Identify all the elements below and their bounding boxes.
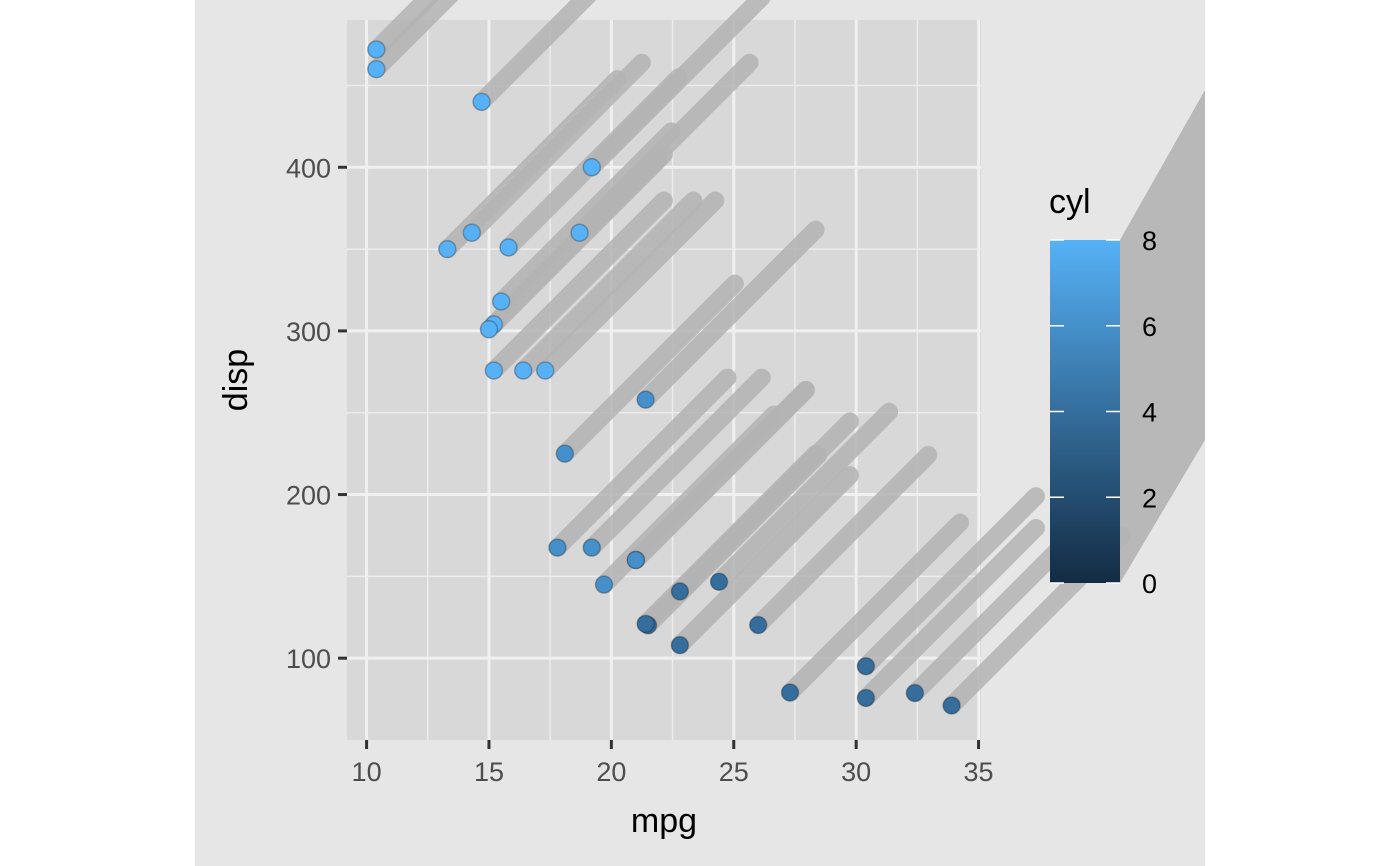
point-shadow xyxy=(582,368,771,557)
data-point xyxy=(479,320,499,339)
data-point xyxy=(594,575,614,594)
data-point xyxy=(582,158,602,177)
point-shadow xyxy=(749,445,938,634)
data-point xyxy=(626,550,646,570)
point-shadow xyxy=(438,70,627,259)
y-tick-label: 100 xyxy=(286,644,331,674)
data-point xyxy=(367,59,386,79)
x-axis: 10 15 20 25 30 35 xyxy=(352,740,994,787)
point-shadow xyxy=(492,122,681,311)
point-shadow xyxy=(856,518,1045,707)
data-point xyxy=(484,361,504,380)
colorbar-legend: cyl 0 2 4 6 8 xyxy=(1049,183,1157,599)
colorbar-tick-label: 6 xyxy=(1142,312,1157,342)
data-point xyxy=(748,615,768,635)
colorbar-tick-label: 0 xyxy=(1142,569,1157,599)
data-point xyxy=(709,572,729,592)
data-points xyxy=(367,40,961,715)
data-point xyxy=(491,292,511,311)
data-point xyxy=(513,361,533,380)
data-point xyxy=(438,239,457,259)
point-shadow xyxy=(479,150,668,339)
data-point xyxy=(499,238,518,257)
point-shadow xyxy=(472,0,597,111)
data-point xyxy=(636,614,655,634)
y-axis-title: disp xyxy=(217,349,255,411)
data-point xyxy=(905,683,925,703)
y-tick-label: 400 xyxy=(286,153,331,183)
point-shadow xyxy=(636,220,825,409)
point-shadow xyxy=(710,402,899,591)
colorbar-tick-label: 8 xyxy=(1142,226,1157,256)
point-shadow xyxy=(670,466,859,655)
data-point xyxy=(548,538,567,557)
y-tick-label: 300 xyxy=(286,317,331,347)
data-point xyxy=(582,538,602,557)
data-point xyxy=(636,390,655,409)
grid-major xyxy=(347,20,981,740)
data-point xyxy=(536,361,555,380)
point-shadow xyxy=(484,191,673,380)
point-shadow xyxy=(781,513,970,702)
x-tick-label: 25 xyxy=(719,757,749,787)
y-axis: 100 200 300 400 xyxy=(286,153,347,674)
point-shadow xyxy=(367,0,459,79)
x-tick-label: 30 xyxy=(841,757,871,787)
point-shadow xyxy=(514,191,703,380)
point-shadow xyxy=(536,191,725,380)
data-point xyxy=(942,696,961,715)
colorbar-tick-label: 2 xyxy=(1142,483,1157,513)
point-shadow xyxy=(856,487,1045,676)
data-point xyxy=(570,223,589,242)
data-point xyxy=(780,683,800,702)
data-point xyxy=(670,635,690,655)
data-point xyxy=(856,688,876,708)
data-point xyxy=(462,223,482,242)
y-tick-label: 200 xyxy=(286,481,331,511)
colorbar-tick-label: 4 xyxy=(1142,398,1157,428)
x-tick-label: 35 xyxy=(964,757,994,787)
point-shadow xyxy=(367,0,439,59)
data-point xyxy=(555,444,575,463)
point-shadow xyxy=(555,274,744,463)
data-point xyxy=(367,40,386,59)
data-point xyxy=(856,656,876,676)
x-tick-label: 20 xyxy=(596,757,626,787)
x-tick-label: 15 xyxy=(474,757,504,787)
point-shadow xyxy=(548,368,737,557)
legend-title: cyl xyxy=(1049,183,1091,221)
x-axis-title: mpg xyxy=(631,802,697,840)
colorbar-ticks: 0 2 4 6 8 xyxy=(1050,226,1157,599)
x-tick-label: 10 xyxy=(352,757,382,787)
data-point xyxy=(472,92,491,112)
data-point xyxy=(670,582,690,601)
